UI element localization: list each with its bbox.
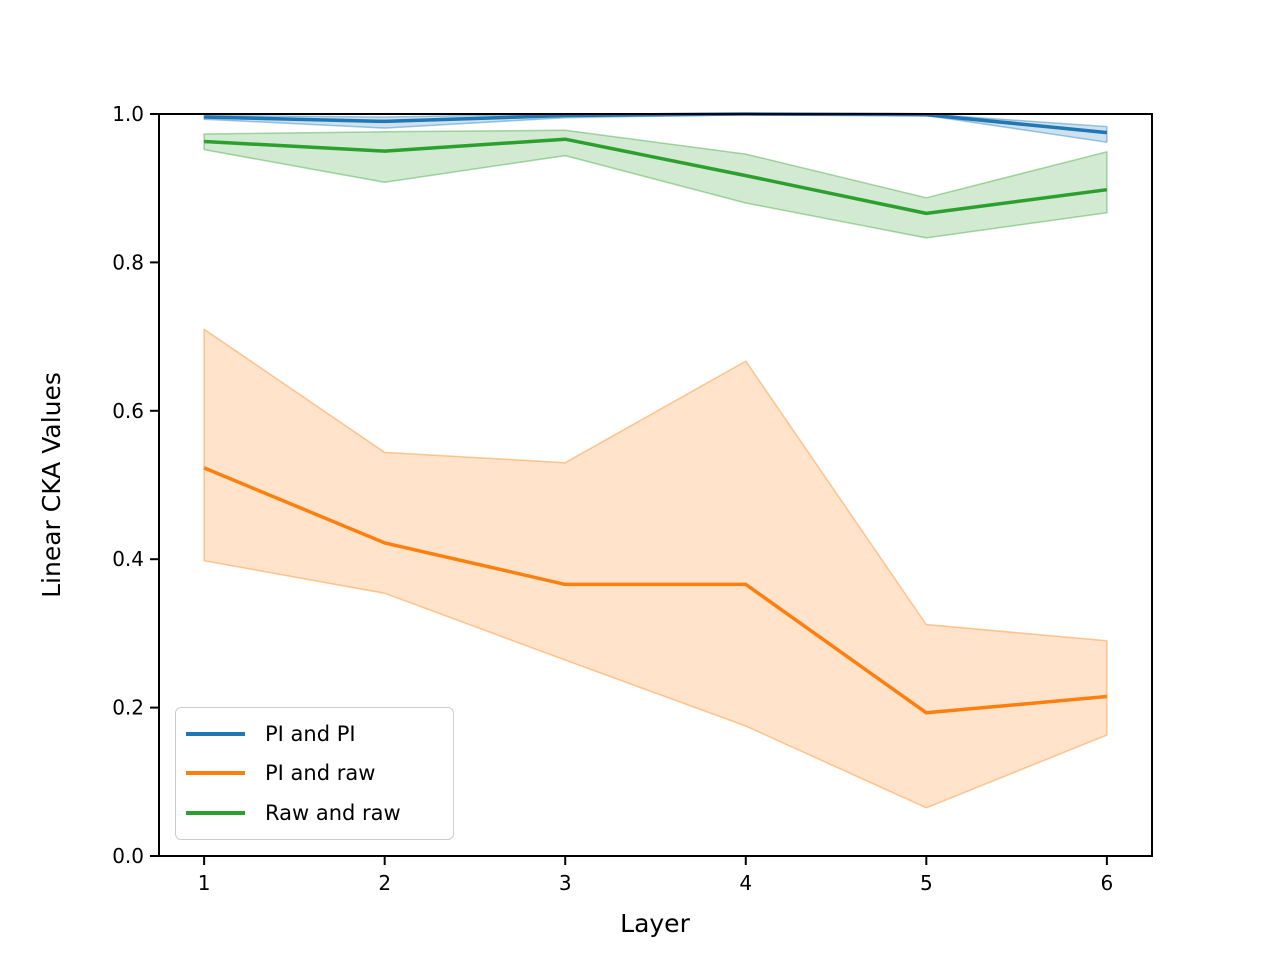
series-band: [203, 129, 1108, 239]
series-band: [203, 328, 1108, 809]
x-axis-label: Layer: [620, 909, 690, 938]
plot-border: [158, 113, 1153, 857]
legend: PI and PI PI and raw Raw and raw: [175, 707, 454, 840]
tick-labels: 1 2 3 4 5 6 0.0 0.2 0.4 0.6 0.8 1.0: [112, 102, 1113, 895]
x-tick-label: 6: [1100, 871, 1113, 895]
y-tick-label: 0.2: [112, 696, 144, 720]
y-axis-label: Linear CKA Values: [37, 372, 66, 598]
y-tick-label: 0.4: [112, 547, 144, 571]
x-tick-label: 2: [378, 871, 391, 895]
x-tick-label: 3: [559, 871, 572, 895]
y-tick-label: 1.0: [112, 102, 144, 126]
x-tick-label: 5: [920, 871, 933, 895]
series-line: [204, 137, 1108, 216]
legend-item-label: PI and PI: [265, 721, 356, 746]
confidence-bands: [203, 113, 1108, 809]
legend-item-label: Raw and raw: [265, 801, 401, 826]
y-tick-label: 0.6: [112, 399, 144, 423]
legend-line-sample: [186, 811, 245, 816]
legend-item: PI and PI: [176, 717, 453, 751]
legend-line-sample: [186, 771, 245, 776]
series-line: [203, 466, 1108, 715]
x-tick-label: 1: [198, 871, 211, 895]
legend-item: Raw and raw: [176, 796, 453, 830]
legend-item: PI and raw: [176, 756, 453, 790]
legend-item-label: PI and raw: [265, 761, 376, 786]
y-tick-label: 0.8: [112, 250, 144, 274]
legend-line-sample: [186, 731, 245, 736]
x-tick-label: 4: [739, 871, 752, 895]
y-tick-label: 0.0: [112, 844, 144, 868]
axes: [150, 113, 1153, 865]
